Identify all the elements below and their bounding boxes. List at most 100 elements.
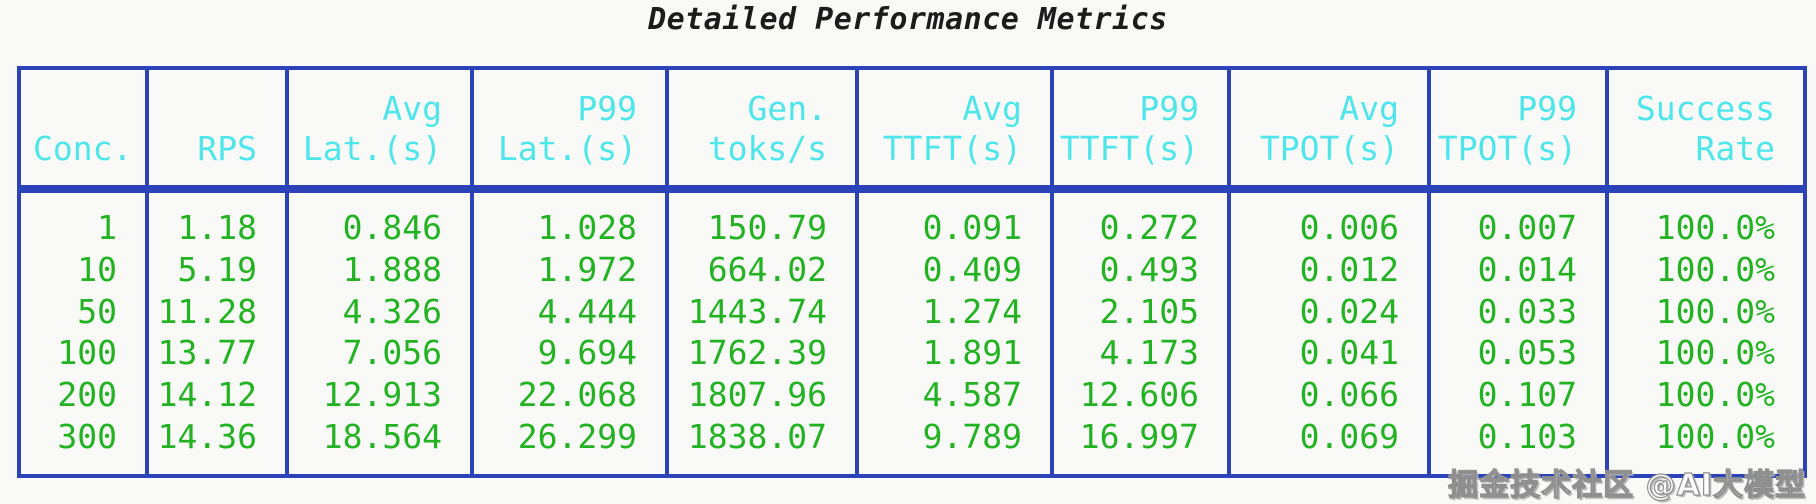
table-cell: 10 — [77, 249, 117, 289]
table-cell: 100.0% — [1655, 208, 1775, 247]
table-cell: 0.041 — [1299, 333, 1399, 373]
column-header-avg-lat: Avg Lat.(s) — [285, 66, 474, 193]
column-header-p99-ttft: P99 TTFT(s) — [1050, 66, 1231, 193]
table-cell: 0.409 — [922, 249, 1022, 289]
column-gen-toks: 150.79 664.02 1443.74 1762.39 1807.96 18… — [665, 187, 859, 478]
table-cell: 50 — [77, 291, 117, 331]
header-line: Rate — [1695, 129, 1775, 168]
table-cell: 18.564 — [322, 416, 442, 456]
table-cell: 1.274 — [922, 291, 1022, 331]
table-cell: 14.12 — [157, 375, 257, 415]
table-cell: 100 — [57, 333, 117, 373]
table-cell: 9.789 — [922, 416, 1022, 456]
table-cell: 1.028 — [537, 208, 637, 247]
header-line: Lat.(s) — [302, 129, 442, 168]
header-line: P99 — [1517, 89, 1577, 128]
header-line: Avg — [962, 89, 1022, 128]
column-avg-ttft: 0.091 0.409 1.274 1.891 4.587 9.789 — [855, 187, 1054, 478]
header-line: P99 — [1139, 89, 1199, 128]
header-line: Conc. — [33, 129, 133, 168]
table-cell: 4.444 — [537, 291, 637, 331]
table-cell: 22.068 — [517, 375, 637, 415]
table-cell: 0.014 — [1477, 249, 1577, 289]
header-line: TPOT(s) — [1259, 129, 1399, 168]
table-cell: 1762.39 — [687, 333, 827, 373]
column-conc: 1 10 50 100 200 300 — [17, 187, 149, 478]
table-cell: 0.493 — [1099, 249, 1199, 289]
header-line: TTFT(s) — [882, 129, 1022, 168]
column-header-p99-lat: P99 Lat.(s) — [470, 66, 669, 193]
header-line: TTFT(s) — [1059, 129, 1199, 168]
column-rps: 1.18 5.19 11.28 13.77 14.12 14.36 — [145, 187, 289, 478]
table-cell: 0.846 — [342, 208, 442, 247]
header-line: Lat.(s) — [497, 129, 637, 168]
table-cell: 0.007 — [1477, 208, 1577, 247]
table-cell: 14.36 — [157, 416, 257, 456]
table-cell: 9.694 — [537, 333, 637, 373]
table-cell: 12.606 — [1079, 375, 1199, 415]
table-cell: 0.091 — [922, 208, 1022, 247]
table-cell: 1.891 — [922, 333, 1022, 373]
watermark: 掘金技术社区 @AI大模型 — [1448, 467, 1806, 503]
table-cell: 7.056 — [342, 333, 442, 373]
column-p99-ttft: 0.272 0.493 2.105 4.173 12.606 16.997 — [1050, 187, 1231, 478]
table-cell: 13.77 — [157, 333, 257, 373]
column-avg-tpot: 0.006 0.012 0.024 0.041 0.066 0.069 — [1227, 187, 1431, 478]
table-cell: 200 — [57, 375, 117, 415]
table-cell: 100.0% — [1655, 416, 1775, 456]
table-cell: 1.18 — [177, 208, 257, 247]
table-cell: 5.19 — [177, 249, 257, 289]
column-header-conc: Conc. — [17, 66, 149, 193]
header-line: Avg — [382, 89, 442, 128]
header-row: Conc. RPS Avg Lat.(s) P99 Lat.(s) Gen. t… — [17, 66, 1807, 193]
table-cell: 12.913 — [322, 375, 442, 415]
table-cell: 1807.96 — [687, 375, 827, 415]
table-cell: 16.997 — [1079, 416, 1199, 456]
header-line: Gen. — [747, 89, 827, 128]
table-cell: 2.105 — [1099, 291, 1199, 331]
column-header-success-rate: Success Rate — [1605, 66, 1807, 193]
table-cell: 664.02 — [707, 249, 827, 289]
column-header-gen-toks: Gen. toks/s — [665, 66, 859, 193]
table-cell: 1 — [97, 208, 117, 247]
table-cell: 0.024 — [1299, 291, 1399, 331]
header-line: Success — [1635, 89, 1775, 128]
column-header-p99-tpot: P99 TPOT(s) — [1427, 66, 1609, 193]
table-cell: 0.103 — [1477, 416, 1577, 456]
table-cell: 1.888 — [342, 249, 442, 289]
table-cell: 26.299 — [517, 416, 637, 456]
header-line: toks/s — [707, 129, 827, 168]
table-cell: 100.0% — [1655, 249, 1775, 289]
table-cell: 4.173 — [1099, 333, 1199, 373]
column-p99-tpot: 0.007 0.014 0.033 0.053 0.107 0.103 — [1427, 187, 1609, 478]
table-cell: 1838.07 — [687, 416, 827, 456]
column-header-avg-ttft: Avg TTFT(s) — [855, 66, 1054, 193]
table-cell: 0.053 — [1477, 333, 1577, 373]
header-line: P99 — [577, 89, 637, 128]
data-body-row: 1 10 50 100 200 300 1.18 5.19 11.28 13.7… — [17, 187, 1807, 478]
table-cell: 100.0% — [1655, 291, 1775, 331]
table-cell: 100.0% — [1655, 375, 1775, 415]
table-cell: 100.0% — [1655, 333, 1775, 373]
column-success-rate: 100.0% 100.0% 100.0% 100.0% 100.0% 100.0… — [1605, 187, 1807, 478]
table-cell: 0.069 — [1299, 416, 1399, 456]
column-header-rps: RPS — [145, 66, 289, 193]
table-cell: 4.326 — [342, 291, 442, 331]
header-line: Avg — [1339, 89, 1399, 128]
table-cell: 11.28 — [157, 291, 257, 331]
table-cell: 0.066 — [1299, 375, 1399, 415]
table-cell: 0.033 — [1477, 291, 1577, 331]
table-cell: 1.972 — [537, 249, 637, 289]
table-cell: 300 — [57, 416, 117, 456]
column-header-avg-tpot: Avg TPOT(s) — [1227, 66, 1431, 193]
table-cell: 150.79 — [707, 208, 827, 247]
column-p99-lat: 1.028 1.972 4.444 9.694 22.068 26.299 — [470, 187, 669, 478]
table-cell: 4.587 — [922, 375, 1022, 415]
table-cell: 0.272 — [1099, 208, 1199, 247]
header-line: RPS — [197, 129, 257, 168]
column-avg-lat: 0.846 1.888 4.326 7.056 12.913 18.564 — [285, 187, 474, 478]
performance-metrics-table: Conc. RPS Avg Lat.(s) P99 Lat.(s) Gen. t… — [17, 66, 1807, 478]
header-line: TPOT(s) — [1437, 129, 1577, 168]
table-cell: 0.012 — [1299, 249, 1399, 289]
figure-title: Detailed Performance Metrics — [648, 2, 1168, 37]
